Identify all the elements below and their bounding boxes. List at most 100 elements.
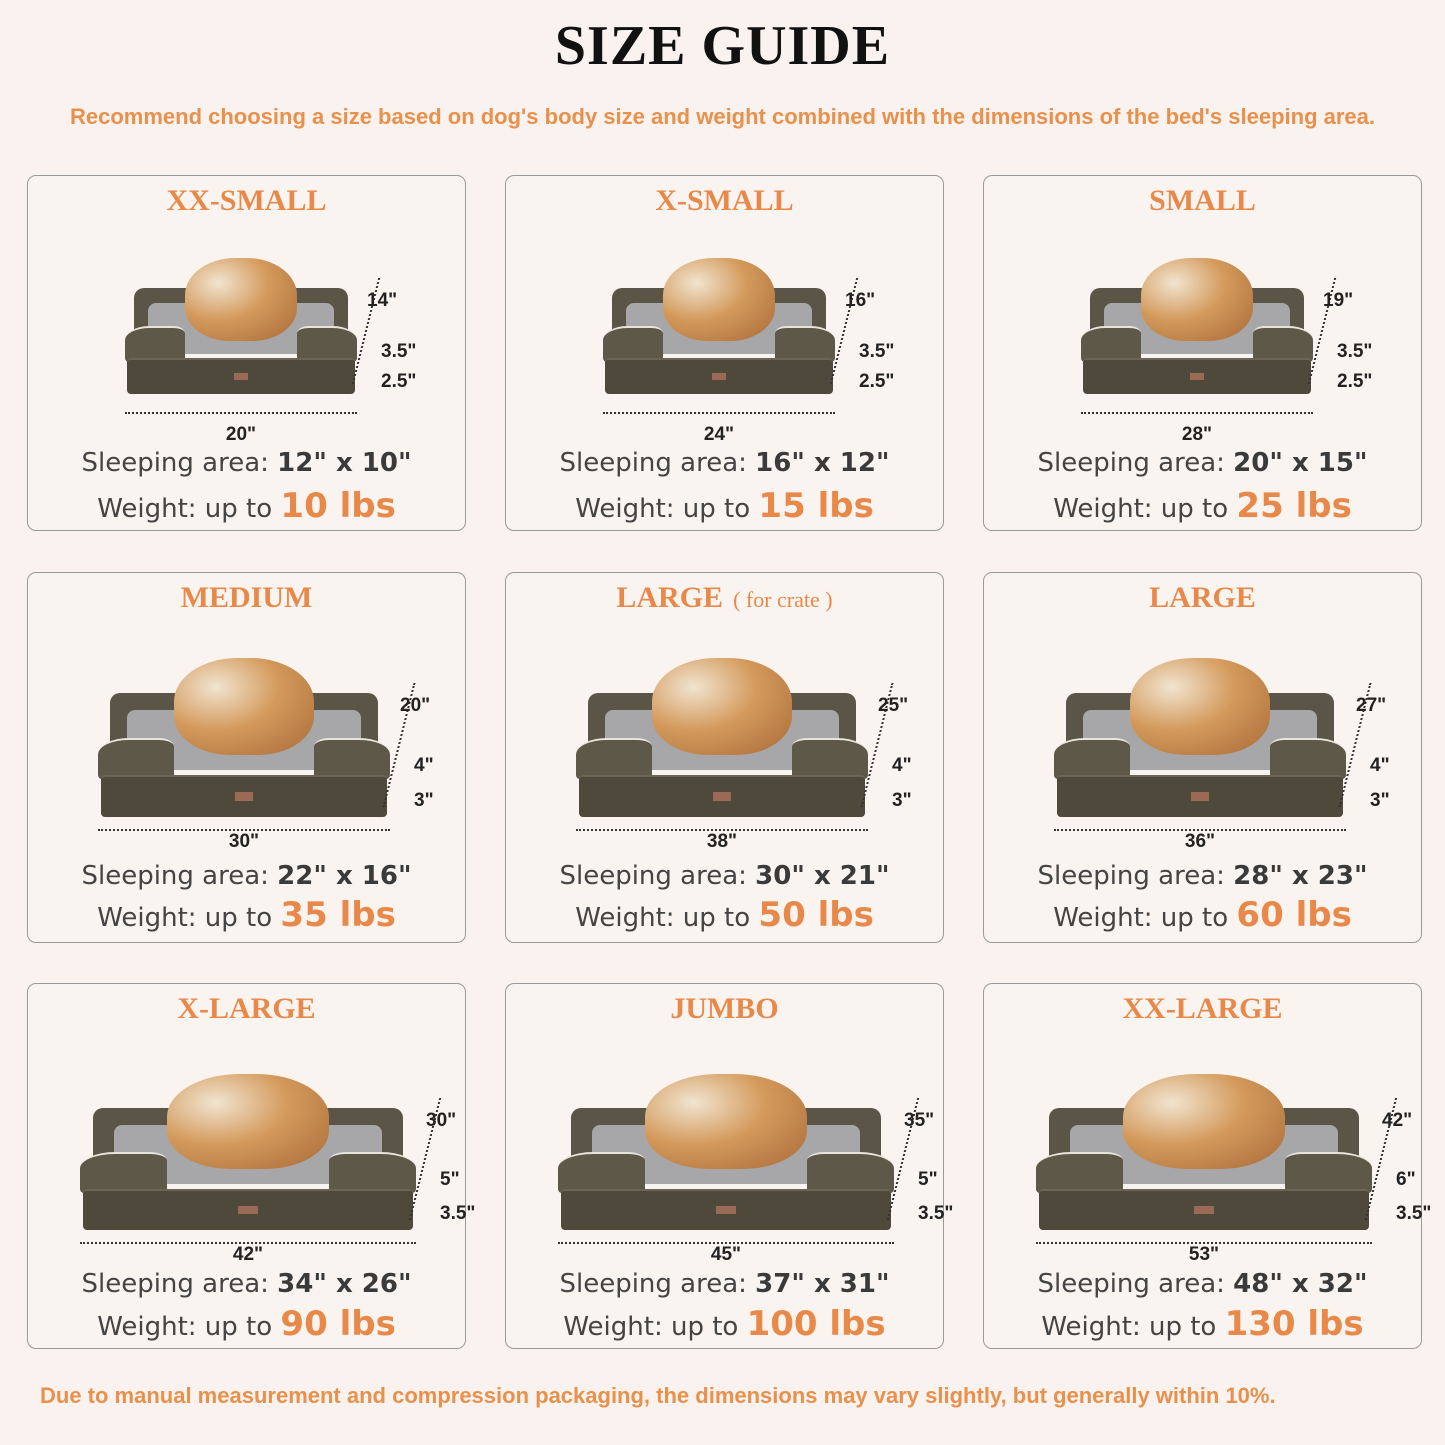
depth-label: 20" [400,695,431,716]
width-label: 24" [703,424,735,445]
bed-illustration [576,658,868,817]
height-top-label: 6" [1396,1169,1416,1190]
sleeping-area-label: Sleeping area: [559,1269,747,1299]
brand-tag [713,792,731,801]
brand-tag [1193,1205,1215,1215]
pet-image [173,658,315,755]
depth-label: 30" [426,1110,457,1131]
sleeping-area-label: Sleeping area: [559,861,747,891]
size-card: MEDIUM 20" 4" 3" 30" Sleeping area: 22" … [27,572,466,943]
width-label: 53" [1188,1244,1220,1265]
sleeping-area-value: 30" x 21" [755,861,890,891]
sleeping-area-label: Sleeping area: [81,448,269,478]
width-label: 20" [225,424,257,445]
weight-label: Weight: up to [1053,903,1229,933]
width-line [98,829,390,831]
weight-value: 35 lbs [280,895,396,935]
width-line [1081,412,1313,414]
bed-illustration [80,1073,416,1230]
height-top-label: 5" [918,1169,938,1190]
weight-label: Weight: up to [563,1312,739,1342]
sleeping-area: Sleeping area: 22" x 16" [28,861,465,891]
footer-note: Due to manual measurement and compressio… [40,1383,1276,1408]
depth-label: 35" [904,1110,935,1131]
weight-label: Weight: up to [1041,1312,1217,1342]
sleeping-area: Sleeping area: 12" x 10" [28,448,465,478]
weight-limit: Weight: up to 25 lbs [984,486,1421,526]
sleeping-area: Sleeping area: 16" x 12" [506,448,943,478]
depth-label: 25" [878,695,909,716]
width-line [125,412,357,414]
height-top-label: 4" [1370,755,1390,776]
size-title: SMALL [984,184,1421,218]
sleeping-area-label: Sleeping area: [559,448,747,478]
weight-limit: Weight: up to 15 lbs [506,486,943,526]
height-top-label: 3.5" [1337,341,1373,362]
size-name: LARGE [616,581,724,614]
size-title: LARGE [984,581,1421,615]
width-line [558,1242,894,1244]
pet-image [167,1073,329,1169]
size-title: JUMBO [506,992,943,1026]
depth-label: 27" [1356,695,1387,716]
weight-label: Weight: up to [97,494,273,524]
sleeping-area: Sleeping area: 34" x 26" [28,1269,465,1299]
size-card: LARGE 27" 4" 3" 36" Sleeping area: 28" x… [983,572,1422,943]
sleeping-area-value: 22" x 16" [277,861,412,891]
width-line [80,1242,416,1244]
depth-label: 42" [1382,1110,1413,1131]
depth-label: 14" [367,290,398,311]
size-name: LARGE [1149,581,1256,614]
weight-limit: Weight: up to 35 lbs [28,895,465,935]
weight-value: 90 lbs [280,1304,396,1344]
sleeping-area: Sleeping area: 30" x 21" [506,861,943,891]
sleeping-area-label: Sleeping area: [81,861,269,891]
height-base-label: 3" [892,789,912,811]
bed-illustration [603,258,835,394]
size-note: ( for crate ) [733,587,833,612]
brand-tag [237,1205,259,1215]
width-line [576,829,868,831]
weight-limit: Weight: up to 130 lbs [984,1304,1421,1344]
weight-value: 130 lbs [1224,1304,1364,1344]
bed-illustration [1081,258,1313,394]
height-top-label: 3.5" [381,341,417,362]
height-base-label: 3.5" [440,1203,476,1225]
height-top-label: 3.5" [859,341,895,362]
height-top-label: 4" [414,755,434,776]
width-line [1036,1242,1372,1244]
depth-label: 19" [1323,290,1354,311]
weight-limit: Weight: up to 10 lbs [28,486,465,526]
size-name: JUMBO [670,992,779,1025]
bed-illustration [558,1073,894,1230]
width-label: 28" [1181,424,1213,445]
size-card: X-SMALL 16" 3.5" 2.5" 24" Sleeping area:… [505,175,944,531]
weight-label: Weight: up to [575,903,751,933]
height-top-label: 4" [892,755,912,776]
width-label: 45" [710,1244,742,1265]
size-title: XX-SMALL [28,184,465,218]
size-name: X-LARGE [177,992,316,1025]
size-card: LARGE ( for crate ) 25" 4" 3" 38" Sleepin… [505,572,944,943]
weight-value: 100 lbs [746,1304,886,1344]
height-top-label: 5" [440,1169,460,1190]
size-title: X-LARGE [28,992,465,1026]
weight-value: 10 lbs [280,486,396,526]
sleeping-area-label: Sleeping area: [1037,861,1225,891]
height-base-label: 2.5" [859,370,895,392]
weight-limit: Weight: up to 60 lbs [984,895,1421,935]
bed-illustration [1054,658,1346,817]
size-title: LARGE ( for crate ) [506,581,943,615]
width-line [1054,829,1346,831]
weight-label: Weight: up to [1053,494,1229,524]
bed-illustration [125,258,357,394]
size-title: XX-LARGE [984,992,1421,1026]
sleeping-area: Sleeping area: 28" x 23" [984,861,1421,891]
height-base-label: 3" [414,789,434,811]
page-title: SIZE GUIDE [554,15,891,77]
page-subtitle: Recommend choosing a size based on dog's… [69,104,1375,129]
weight-value: 25 lbs [1236,486,1352,526]
sleeping-area-value: 48" x 32" [1233,1269,1368,1299]
size-card: XX-LARGE 42" 6" 3.5" 53" Sleeping area: … [983,983,1431,1349]
size-name: SMALL [1149,184,1256,217]
